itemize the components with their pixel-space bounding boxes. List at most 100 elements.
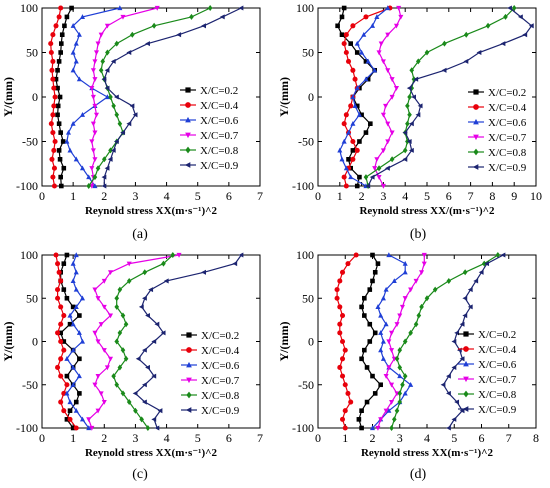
data-point — [114, 295, 120, 302]
data-point — [101, 304, 107, 310]
data-point — [528, 23, 534, 29]
y-tick-label: -50 — [22, 378, 38, 392]
data-point — [370, 252, 375, 258]
y-axis-label: Y/(mm) — [277, 322, 291, 362]
data-point — [142, 269, 148, 276]
data-point — [363, 76, 369, 82]
data-point — [374, 157, 380, 163]
series-x-c-0-7 — [89, 5, 160, 189]
data-point — [58, 321, 64, 327]
data-point — [51, 103, 57, 109]
data-point — [380, 338, 386, 344]
data-point — [120, 390, 126, 397]
series-x-c-0-9 — [132, 252, 244, 431]
data-point — [132, 390, 138, 396]
panel-2: 0 1 2 3 4 5 6 7 8 9 10 -100 -50 0 50 100 Reynold stress … — [277, 1, 542, 242]
legend-entry: X/C=0.2 — [201, 330, 239, 342]
data-point — [354, 40, 360, 46]
legend-entry: X/C=0.9 — [488, 162, 527, 174]
data-point — [394, 407, 400, 414]
data-point — [93, 112, 100, 118]
legend-entry: X/C=0.8 — [201, 390, 240, 402]
data-point — [55, 68, 60, 73]
data-point — [378, 417, 384, 423]
data-point — [365, 58, 371, 64]
data-point — [397, 313, 403, 319]
data-point — [350, 138, 356, 145]
data-point — [58, 50, 63, 55]
data-point — [67, 312, 73, 318]
data-point — [86, 425, 92, 431]
data-point — [463, 58, 469, 64]
data-point — [117, 364, 123, 371]
x-tick-label: 10 — [530, 189, 542, 203]
data-point — [126, 261, 132, 267]
data-point — [67, 408, 73, 413]
data-point — [56, 14, 62, 20]
data-point — [70, 381, 76, 387]
data-point — [374, 14, 380, 19]
legend: X/C=0.2 X/C=0.4 X/C=0.6 X/C=0.7 X/C=0.8 X/C=0… — [458, 329, 517, 416]
data-point — [511, 5, 517, 11]
y-tick-label: 50 — [26, 46, 38, 60]
x-tick-label: 0 — [315, 189, 321, 203]
series-x-c-0-2 — [53, 5, 74, 189]
data-point — [70, 120, 76, 126]
x-tick-label: 2 — [101, 189, 107, 203]
data-point — [104, 94, 110, 100]
data-point — [70, 260, 76, 266]
data-point — [424, 295, 430, 302]
series-x-c-0-7 — [86, 252, 182, 431]
data-point — [92, 77, 98, 82]
data-point — [341, 138, 347, 144]
data-point — [500, 41, 506, 47]
series-x-c-0-7 — [375, 252, 427, 431]
series-line — [391, 254, 499, 429]
data-point — [92, 174, 98, 181]
data-point — [484, 261, 490, 267]
panel-label: (c) — [132, 467, 148, 482]
legend: X/C=0.2 X/C=0.4 X/C=0.6 X/C=0.7 X/C=0.8 X/C=0… — [468, 87, 527, 174]
data-point — [76, 76, 82, 82]
data-point — [55, 330, 61, 336]
data-point — [485, 22, 491, 29]
data-point — [49, 156, 55, 162]
data-point — [365, 183, 371, 189]
data-point — [79, 416, 86, 422]
legend-marker — [185, 407, 192, 413]
data-point — [402, 130, 408, 136]
data-point — [151, 338, 157, 345]
data-point — [376, 165, 382, 172]
data-point — [383, 103, 389, 109]
data-point — [378, 330, 384, 335]
legend-marker — [463, 390, 469, 398]
data-point — [389, 156, 395, 163]
data-point — [55, 287, 61, 293]
data-point — [339, 373, 346, 379]
data-point — [61, 339, 67, 344]
series-x-c-0-9 — [440, 252, 506, 431]
data-point — [70, 67, 76, 73]
data-point — [64, 14, 70, 20]
series-x-c-0-8 — [111, 252, 176, 431]
data-point — [408, 121, 414, 127]
data-point — [389, 77, 395, 82]
data-point — [107, 313, 114, 319]
data-point — [462, 313, 468, 319]
data-point — [341, 121, 347, 127]
data-point — [385, 139, 391, 145]
data-point — [380, 183, 386, 189]
data-point — [139, 416, 144, 423]
data-point — [339, 156, 345, 162]
data-point — [48, 121, 54, 127]
data-point — [419, 303, 424, 310]
data-point — [98, 391, 104, 397]
data-point — [123, 321, 129, 328]
data-point — [161, 260, 166, 267]
data-point — [154, 425, 160, 431]
data-point — [421, 252, 427, 258]
data-point — [380, 356, 386, 361]
data-point — [378, 41, 384, 47]
data-point — [389, 94, 395, 100]
